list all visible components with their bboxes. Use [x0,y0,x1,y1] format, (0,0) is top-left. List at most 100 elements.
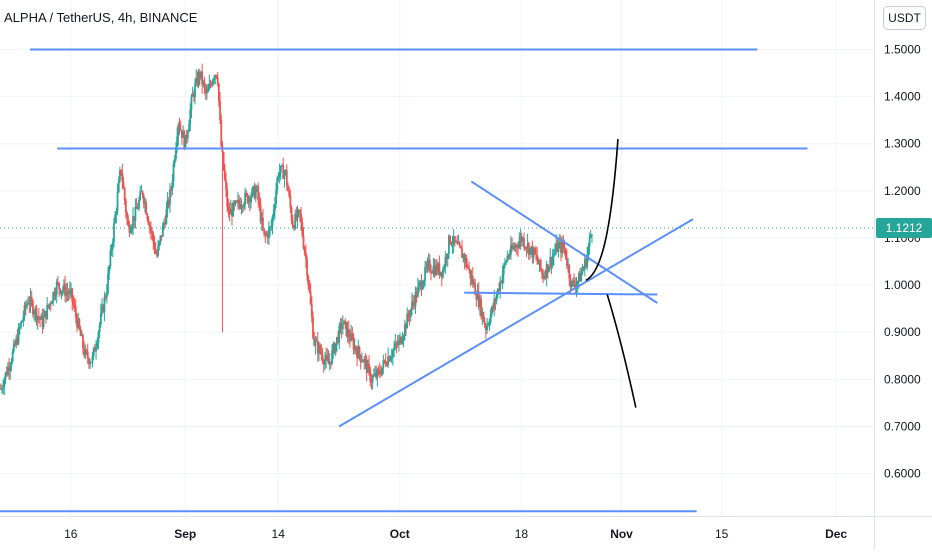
candle [195,68,198,87]
candle [397,334,400,352]
candle [269,225,272,237]
candle [372,368,375,378]
candle [172,160,175,188]
candle [424,260,426,287]
price-axis[interactable]: 1.50001.40001.30001.20001.10001.00000.90… [884,42,921,480]
candle [127,214,130,227]
candle [427,253,430,272]
candle [95,340,97,360]
candle [527,241,530,261]
candle [319,343,322,355]
candle [215,74,218,80]
candle [462,253,465,263]
candle [352,333,355,355]
candle [346,321,349,343]
candle [24,300,27,315]
candle [355,345,357,356]
candle [264,230,267,244]
bearish-projection-curve[interactable] [606,294,637,408]
candle [488,318,491,331]
candle [314,336,317,355]
candle [37,307,40,324]
candle [91,351,94,368]
candle [444,251,447,275]
drawings[interactable] [0,48,808,513]
candle [1,384,3,394]
candle [386,361,388,367]
candle [148,221,151,234]
candle [443,264,446,273]
candle [123,186,126,206]
candle [93,344,96,352]
candle [231,202,233,226]
candle [502,262,505,284]
candle [161,222,164,238]
candle [58,282,61,298]
candle [228,202,231,222]
descending-trendline[interactable] [470,180,658,304]
candle [86,343,89,365]
candle [79,325,82,337]
candle [490,305,493,318]
candle [257,182,260,208]
candle [387,347,390,369]
candle [90,362,93,364]
candle [486,318,488,334]
candle [332,341,335,359]
candle [365,355,368,382]
candle [425,260,428,274]
candle [545,260,548,287]
candle [445,253,448,266]
candle [246,192,249,204]
time-tick-label: 15 [715,527,729,541]
candle [347,320,350,345]
candle [32,298,34,318]
candle [142,193,145,209]
candle [557,239,560,258]
last-price-label: 1.1212 [876,217,932,238]
horizontal-support-0.98[interactable] [464,291,658,296]
time-axis[interactable]: 16 Sep 14 Oct 18 Nov 15 Dec [64,527,847,541]
time-tick-label: Nov [610,527,633,541]
candle [117,176,120,194]
candle [105,283,108,304]
candle [471,267,474,288]
currency-button[interactable]: USDT [883,6,926,30]
candle [558,233,561,249]
candle [290,205,293,225]
candle [130,223,133,235]
candle [484,323,487,339]
candle [214,74,217,85]
candle [0,383,2,390]
candle [209,79,212,89]
candle [333,341,336,355]
candle [412,294,415,310]
candle [252,185,255,197]
candle [42,308,45,330]
candle [437,261,440,276]
candle [432,258,435,278]
currency-label: USDT [888,11,921,25]
candle [500,280,503,284]
candle [407,310,410,322]
time-tick-label: 18 [515,527,529,541]
candle [583,253,586,277]
candle [335,336,338,352]
candle [343,320,345,325]
bullish-projection-curve[interactable] [585,138,619,282]
candle [299,209,301,223]
projections[interactable] [585,138,637,408]
candle [29,288,32,313]
candle [152,231,155,250]
candle [470,270,473,285]
candle [330,361,332,369]
ascending-trendline[interactable] [338,218,694,428]
candle [43,309,46,318]
candle [238,194,241,211]
candle [431,269,434,274]
candle [530,245,533,255]
symbol-title: ALPHA / TetherUS, 4h, BINANCE [4,10,198,25]
candle [192,90,195,102]
